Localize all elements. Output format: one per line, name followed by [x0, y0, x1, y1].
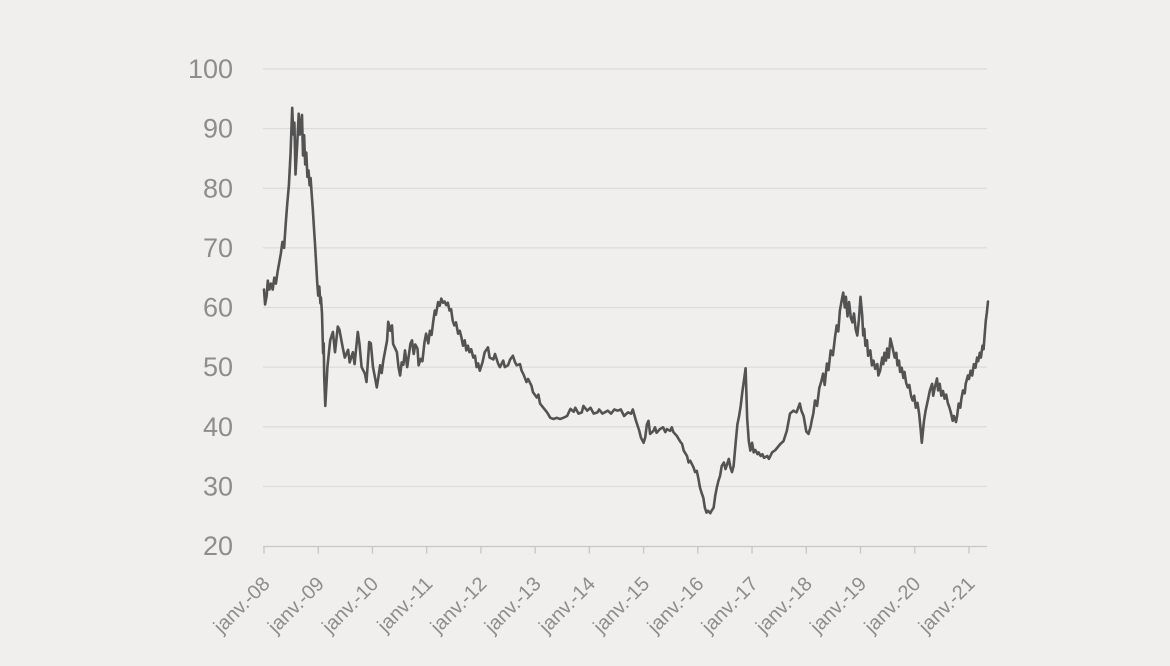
y-tick-label-70: 70	[203, 233, 233, 263]
y-tick-label-50: 50	[203, 352, 233, 382]
y-tick-label-60: 60	[203, 293, 233, 323]
y-tick-label-30: 30	[203, 471, 233, 501]
y-tick-label-100: 100	[188, 54, 233, 84]
x-tick-label-2015: janv.-15	[589, 573, 655, 639]
x-tick-label-2010: janv.-10	[317, 573, 383, 639]
x-tick-label-2008: janv.-08	[209, 573, 275, 639]
x-tick-label-2019: janv.-19	[806, 573, 872, 639]
x-tick-label-2012: janv.-12	[426, 573, 492, 639]
y-tick-label-40: 40	[203, 412, 233, 442]
series-line-1	[262, 106, 990, 515]
x-tick-label-2009: janv.-09	[263, 573, 329, 639]
x-tick-label-2016: janv.-16	[643, 573, 709, 639]
x-tick-label-2018: janv.-18	[751, 573, 817, 639]
x-tick-label-2021: janv.-21	[914, 573, 980, 639]
y-tick-label-80: 80	[203, 173, 233, 203]
x-tick-label-2017: janv.-17	[697, 573, 763, 639]
x-tick-label-2020: janv.-20	[860, 573, 926, 639]
y-tick-label-90: 90	[203, 114, 233, 144]
x-tick-label-2013: janv.-13	[480, 573, 546, 639]
y-tick-label-20: 20	[203, 531, 233, 561]
x-tick-label-2014: janv.-14	[534, 573, 600, 639]
x-tick-label-2011: janv.-11	[373, 573, 437, 637]
